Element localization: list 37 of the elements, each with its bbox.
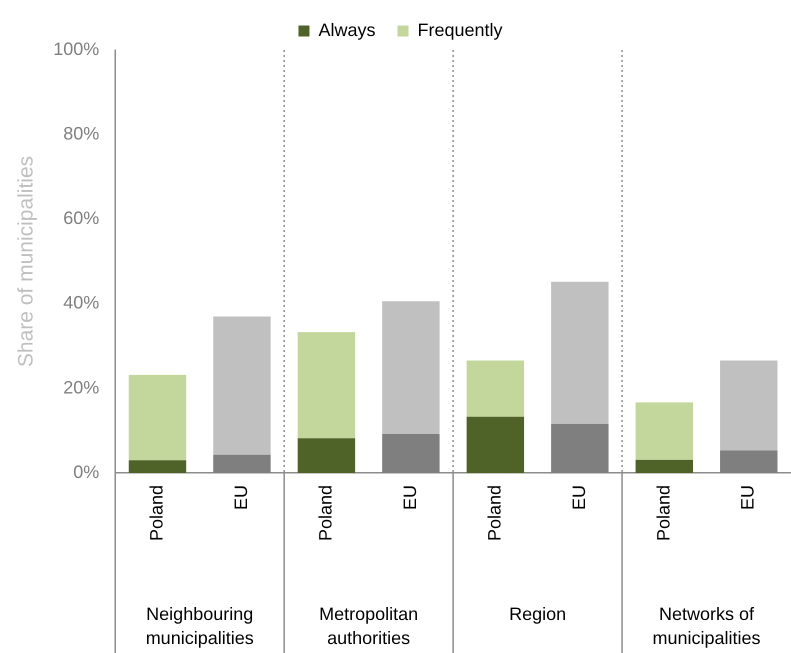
- y-tick-label: 20%: [63, 377, 100, 398]
- x-tick-label: Poland: [146, 484, 166, 542]
- x-tick-label: EU: [230, 484, 251, 510]
- bar: [382, 434, 440, 473]
- bar: [720, 360, 778, 451]
- y-tick-label: 40%: [63, 292, 100, 313]
- bar: [298, 438, 356, 473]
- bar: [636, 402, 694, 460]
- y-tick-label: 0%: [73, 462, 100, 482]
- bar: [213, 316, 271, 455]
- x-tick-label: Poland: [484, 484, 504, 542]
- text: Neighbouring municipalities: [146, 604, 254, 648]
- text: Region: [509, 604, 566, 624]
- x-tick-label: EU: [568, 484, 589, 510]
- text: Networks of municipalities: [652, 604, 761, 648]
- bar: [213, 454, 271, 473]
- text: Metropolitan authorities: [319, 604, 418, 648]
- x-tick-label: Poland: [315, 484, 336, 542]
- bar: [551, 424, 609, 473]
- bar: [720, 450, 778, 473]
- bar: [636, 460, 694, 473]
- y-tick-label: 100%: [53, 38, 100, 59]
- legend-label: Always: [318, 20, 376, 40]
- bar: [466, 360, 524, 417]
- bar: [128, 374, 186, 460]
- bar: [382, 301, 440, 434]
- bar: [128, 460, 186, 473]
- bar: [466, 416, 524, 473]
- x-tick-label: EU: [738, 484, 758, 510]
- y-tick-label: 60%: [63, 208, 100, 228]
- bar: [298, 332, 356, 438]
- y-axis-title: Share of municipalities: [14, 156, 38, 368]
- legend-label: Frequently: [417, 20, 503, 40]
- x-tick-label: Poland: [653, 484, 674, 542]
- bar: [551, 282, 609, 424]
- x-tick-label: EU: [400, 484, 420, 510]
- y-tick-label: 80%: [63, 124, 100, 144]
